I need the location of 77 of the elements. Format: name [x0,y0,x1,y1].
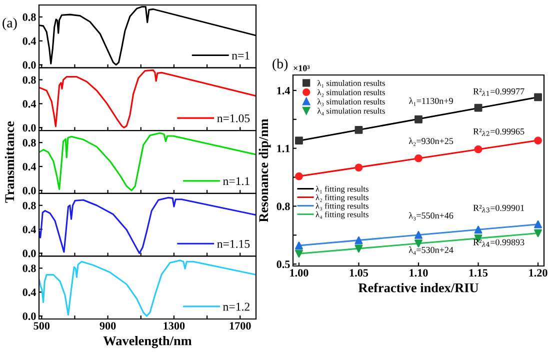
y-axis-title: Resonance dip/nm [258,118,271,222]
x-tick-label: 1.00 [290,269,308,277]
point [474,145,482,154]
x-tick-label: 900 [100,322,116,330]
x-axis-title: Refractive index/RIU [358,282,478,292]
point [534,93,542,102]
text: (a) [2,18,17,30]
point [354,244,363,253]
x-axis-title: Wavelength/nm [103,336,192,348]
legend-label: n=1 [232,52,250,60]
y-tick-label: 1.1 [277,144,290,152]
legend-label: λ₁ simulation results [317,80,385,88]
line-series [39,260,256,317]
legend-label: λ₄ fitting results [316,211,368,219]
point [295,136,303,145]
y-tick-label: 0.8 [22,264,36,272]
legend-label: λ₂ simulation results [317,89,385,97]
annotation: λ₁=1130n+9 [409,98,453,106]
legend-label: n=1.15 [217,240,250,248]
x-tick-label: 1300 [164,322,185,330]
point [414,230,422,239]
y-tick-label: 0.4 [22,288,36,296]
point [474,104,482,112]
y-tick-label: 0.0 [22,312,36,320]
x-tick-label: 1700 [230,322,251,330]
line-series [39,196,256,254]
point [354,164,363,172]
y-axis-title: Transmittance [4,121,14,203]
point [414,154,422,162]
y-tick-label: 0.0 [22,186,36,194]
y-tick-label: 0.0 [22,124,36,132]
y-tick-label: 1.4 [277,86,290,94]
annotation: R²$_{λ1}$=0.99977 [473,88,524,96]
legend-label: n=1.1 [223,177,250,186]
y-tick-label: 0.0 [22,61,36,69]
annotation: R²$_{λ4}$=0.99893 [473,239,524,247]
y-tick-label: 0.4 [22,37,36,45]
point [354,126,363,134]
text: ×10³ [294,65,310,72]
x-tick-label: 500 [34,322,50,330]
point [295,172,303,180]
text: (b) [272,58,288,72]
annotation: λ₄=530n+24 [408,246,454,255]
annotation: R²$_{λ2}$=0.99965 [473,128,524,136]
point [295,250,303,258]
point [295,242,303,250]
y-tick-label: 0.8 [276,202,290,210]
legend-label: λ₃ simulation results [317,98,385,106]
annotation: R²$_{λ3}$=0.99901 [473,204,524,212]
legend-label: n=1.05 [217,114,250,122]
x-tick-label: 1.15 [469,269,488,277]
point [534,229,542,238]
annotation: λ₃=550n+46 [408,212,454,220]
y-tick-label: 0.8 [22,202,36,210]
y-tick-label: 0.4 [22,100,36,108]
point [534,136,542,145]
legend-label: λ₄ simulation results [317,108,385,116]
legend-label: λ₁ fitting results [316,186,368,194]
x-tick-label: 1.10 [410,269,428,277]
y-tick-label: 0.0 [22,250,36,258]
y-tick-label: 0.8 [22,76,36,84]
point [354,236,363,244]
y-tick-label: 0.5 [276,260,290,268]
line-series [39,6,256,66]
annotation: λ₂=930n+25 [408,138,454,146]
legend-label: λ₃ fitting results [316,202,368,210]
legend-label: λ₂ fitting results [316,194,368,202]
x-tick-label: 1.05 [350,269,368,277]
point [534,220,542,228]
point [414,115,422,124]
x-tick-label: 1.20 [529,269,548,277]
y-tick-label: 0.4 [22,226,36,234]
y-tick-label: 0.4 [22,162,36,170]
y-tick-label: 0.8 [22,13,36,21]
legend-label: n=1.2 [223,302,250,311]
y-tick-label: 0.8 [22,139,36,147]
point [474,226,482,234]
